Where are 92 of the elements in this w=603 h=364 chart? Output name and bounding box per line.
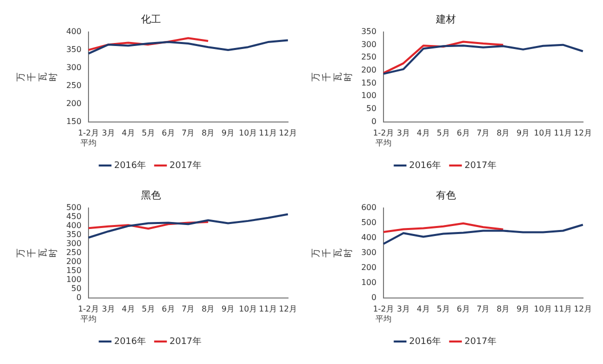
y-tick-label: 250 — [66, 80, 82, 90]
y-tick-label: 250 — [66, 248, 82, 257]
y-tick-label: 400 — [66, 27, 82, 36]
y-tick-label: 100 — [361, 91, 376, 100]
y-axis-title: 万千瓦时 — [16, 248, 60, 258]
y-tick-label: 300 — [361, 248, 376, 257]
x-tick-label: 5月 — [436, 128, 450, 138]
x-tick-label: 12月 — [574, 128, 592, 138]
x-tick-label: 8月 — [202, 304, 215, 314]
x-tick-label: 8月 — [202, 128, 215, 138]
y-tick-label: 500 — [66, 203, 82, 212]
x-tick-label: 8月 — [496, 128, 510, 138]
y-tick-label: 350 — [66, 45, 82, 54]
y-tick-label: 150 — [361, 78, 376, 88]
y-tick-label: 50 — [366, 104, 376, 114]
x-tick-label: 5月 — [142, 304, 155, 314]
x-tick-label: 11月 — [554, 128, 572, 138]
y-tick-label: 100 — [361, 278, 376, 287]
chart-title: 化工 — [141, 14, 161, 26]
y-tick-label: 300 — [66, 63, 82, 72]
y-tick-label: 400 — [66, 221, 82, 230]
y-tick-label: 500 — [361, 218, 376, 228]
legend-label: 2016年 — [114, 336, 146, 347]
y-tick-label: 200 — [66, 256, 82, 266]
legend-label: 2016年 — [114, 160, 146, 171]
x-tick-label: 12月 — [278, 128, 298, 138]
x-tick-label: 7月 — [476, 128, 490, 138]
chart-title: 黑色 — [141, 190, 161, 202]
y-axis-title: 万千瓦时 — [312, 72, 354, 82]
legend-label: 2017年 — [464, 160, 496, 171]
x-tick-label: 6月 — [456, 304, 470, 314]
y-tick-label: 300 — [361, 40, 376, 49]
x-tick-label: 9月 — [516, 128, 530, 138]
y-tick-label: 200 — [66, 98, 82, 108]
x-tick-label: 3月 — [102, 128, 115, 138]
x-tick-label: 8月 — [496, 304, 510, 314]
x-tick-label: 11月 — [258, 128, 278, 138]
x-tick-label: 1-2月平均 — [372, 304, 394, 324]
y-tick-label: 0 — [371, 292, 376, 302]
x-tick-label: 5月 — [142, 128, 155, 138]
x-tick-label: 1-2月平均 — [78, 128, 100, 148]
x-tick-label: 3月 — [396, 304, 410, 314]
y-tick-label: 200 — [361, 66, 376, 75]
x-tick-label: 6月 — [456, 128, 470, 138]
y-tick-label: 150 — [66, 116, 82, 126]
x-tick-label: 9月 — [516, 304, 530, 314]
y-tick-label: 450 — [66, 212, 82, 222]
y-tick-label: 200 — [361, 262, 376, 272]
y-tick-label: 350 — [66, 230, 82, 240]
x-tick-label: 3月 — [102, 304, 115, 314]
legend-label: 2017年 — [464, 336, 496, 347]
x-tick-label: 1-2月平均 — [78, 304, 100, 324]
x-tick-label: 10月 — [534, 304, 552, 314]
x-tick-label: 1-2月平均 — [372, 128, 394, 148]
chart-title: 有色 — [436, 190, 456, 202]
y-tick-label: 0 — [371, 116, 376, 126]
y-tick-label: 100 — [66, 274, 82, 284]
x-tick-label: 11月 — [554, 304, 572, 314]
x-tick-label: 6月 — [162, 128, 175, 138]
y-tick-label: 250 — [361, 52, 376, 62]
x-tick-label: 12月 — [278, 304, 298, 314]
y-tick-label: 400 — [361, 233, 376, 242]
x-tick-label: 9月 — [222, 128, 235, 138]
x-tick-label: 4月 — [122, 304, 135, 314]
x-tick-label: 9月 — [222, 304, 235, 314]
x-tick-label: 6月 — [162, 304, 175, 314]
x-tick-label: 7月 — [182, 304, 195, 314]
y-tick-label: 600 — [361, 203, 376, 212]
x-tick-label: 5月 — [436, 304, 450, 314]
x-tick-label: 10月 — [238, 128, 258, 138]
y-tick-label: 50 — [71, 284, 82, 293]
x-tick-label: 11月 — [258, 304, 278, 314]
y-axis-title: 万千瓦时 — [312, 248, 354, 258]
x-tick-label: 4月 — [416, 304, 430, 314]
y-tick-label: 150 — [66, 266, 82, 275]
legend-label: 2017年 — [170, 336, 202, 347]
legend-label: 2016年 — [409, 160, 441, 171]
y-tick-label: 350 — [361, 27, 376, 36]
x-tick-label: 7月 — [182, 128, 195, 138]
x-tick-label: 3月 — [396, 128, 410, 138]
x-tick-label: 12月 — [574, 304, 592, 314]
legend-label: 2017年 — [170, 160, 202, 171]
y-axis-title: 万千瓦时 — [16, 72, 60, 82]
legend-label: 2016年 — [409, 336, 441, 347]
x-tick-label: 10月 — [238, 304, 258, 314]
y-tick-label: 300 — [66, 239, 82, 248]
x-tick-label: 4月 — [416, 128, 430, 138]
y-tick-label: 0 — [76, 292, 82, 302]
x-tick-label: 7月 — [476, 304, 490, 314]
chart-title: 建材 — [435, 14, 456, 26]
x-tick-label: 4月 — [122, 128, 135, 138]
x-tick-label: 10月 — [534, 128, 552, 138]
